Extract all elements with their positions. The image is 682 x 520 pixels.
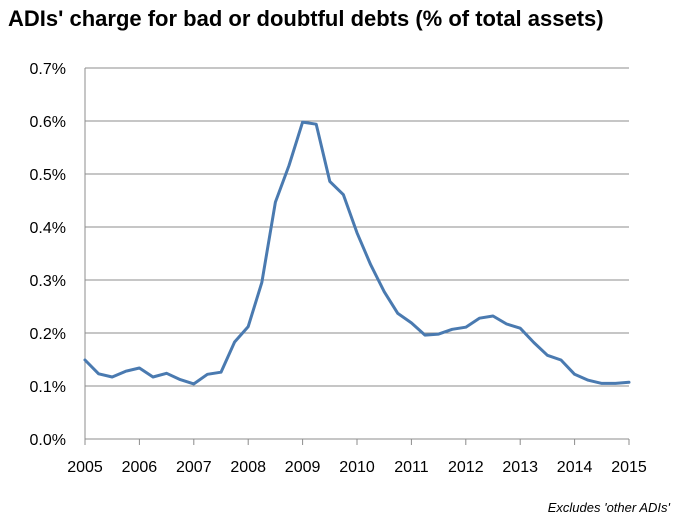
x-tick-label: 2010 <box>339 459 375 476</box>
y-tick-label: 0.2% <box>30 326 66 343</box>
chart-title: ADIs' charge for bad or doubtful debts (… <box>8 6 604 31</box>
y-tick-label: 0.7% <box>30 61 66 78</box>
x-tick-label: 2007 <box>176 459 212 476</box>
x-tick-label: 2011 <box>394 459 429 476</box>
y-tick-label: 0.3% <box>30 273 66 290</box>
y-tick-label: 0.4% <box>30 220 66 237</box>
x-tick-label: 2005 <box>67 459 103 476</box>
footnote: Excludes 'other ADIs' <box>547 500 670 515</box>
x-tick-label: 2013 <box>502 459 538 476</box>
y-tick-label: 0.5% <box>30 167 66 184</box>
y-axis-tick-labels: 0.0% 0.1% 0.2% 0.3% 0.4% 0.5% 0.6% 0.7% <box>30 61 66 449</box>
x-tick-label: 2014 <box>557 459 593 476</box>
y-tick-label: 0.1% <box>30 379 66 396</box>
y-tick-label: 0.6% <box>30 114 66 131</box>
x-tick-label: 2006 <box>122 459 158 476</box>
x-tick-label: 2015 <box>611 459 647 476</box>
series-line <box>83 120 631 386</box>
series-group <box>83 120 631 386</box>
y-tick-label: 0.0% <box>30 432 66 449</box>
x-tick-label: 2008 <box>230 459 266 476</box>
x-tick-label: 2009 <box>285 459 321 476</box>
x-tick-label: 2012 <box>448 459 484 476</box>
gridlines <box>85 67 629 387</box>
x-axis-tick-labels: 2005 2006 2007 2008 2009 2010 2011 2012 2013 2014… <box>67 459 647 476</box>
axes <box>84 68 630 445</box>
